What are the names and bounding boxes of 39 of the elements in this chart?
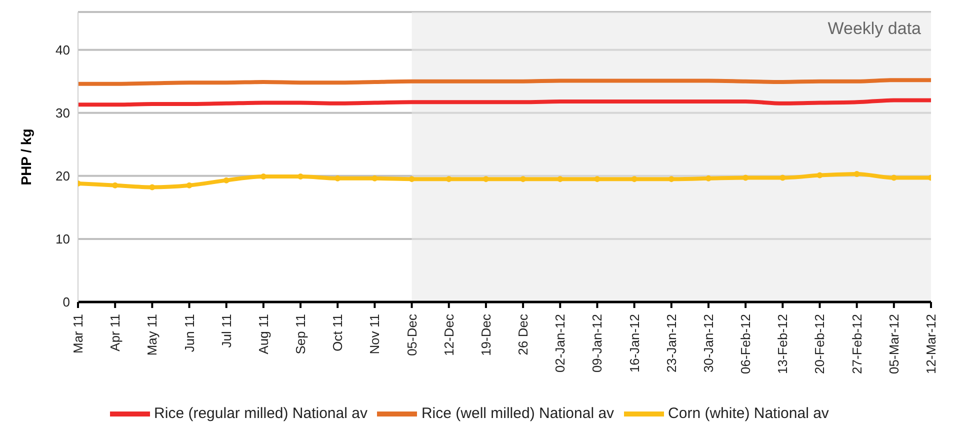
x-tick-label: 16-Jan-12 [626, 314, 642, 373]
x-tick-label: 02-Jan-12 [552, 314, 568, 373]
line-series [78, 171, 931, 190]
x-tick-label: 20-Feb-12 [812, 314, 828, 374]
x-tick-label: 12-Mar-12 [924, 314, 938, 374]
legend-label: Corn (white) National av [668, 404, 829, 422]
point [186, 182, 192, 188]
x-tick-label: 05-Dec [404, 314, 420, 356]
x-tick-label: 09-Jan-12 [590, 314, 605, 373]
y-tick-label: 0 [62, 294, 70, 310]
legend-label: Rice (well milled) National av [421, 404, 614, 422]
x-tick-label: Aug 11 [256, 314, 271, 354]
x-tick-label: Jul 11 [218, 314, 234, 348]
x-tick-label: 30-Jan-12 [700, 314, 716, 373]
x-tick-label: 19-Dec [478, 314, 494, 356]
band-label: Weekly data [828, 19, 922, 38]
x-tick-label: Mar 11 [70, 314, 86, 354]
x-tick-label: Sep 11 [293, 314, 308, 354]
y-tick-label: 30 [56, 105, 70, 120]
point [816, 172, 823, 178]
x-tick-label: 12-Dec [441, 314, 456, 356]
y-tick-label: 40 [56, 42, 70, 58]
x-tick-label: Oct 11 [330, 314, 346, 352]
y-tick-label: 20 [56, 168, 70, 184]
x-tick-label: 06-Feb-12 [738, 314, 754, 374]
legend-label: Rice (regular milled) National av [154, 404, 368, 422]
x-tick-label: Nov 11 [367, 314, 382, 354]
x-tick-label: 05-Mar-12 [886, 314, 902, 374]
y-axis-title: PHP / kg [18, 128, 34, 186]
x-tick-label: 13-Feb-12 [775, 314, 790, 374]
x-tick-label: 26 Dec [516, 314, 531, 356]
x-tick-label: 27-Feb-12 [849, 314, 864, 374]
y-tick-label: 10 [56, 232, 70, 247]
point [594, 176, 600, 182]
x-tick-label: Jun 11 [182, 314, 197, 352]
x-tick-label: May 11 [144, 314, 160, 356]
x-tick-label: 23-Jan-12 [664, 314, 679, 373]
x-tick-label: Apr 11 [108, 314, 123, 352]
point [223, 177, 230, 184]
